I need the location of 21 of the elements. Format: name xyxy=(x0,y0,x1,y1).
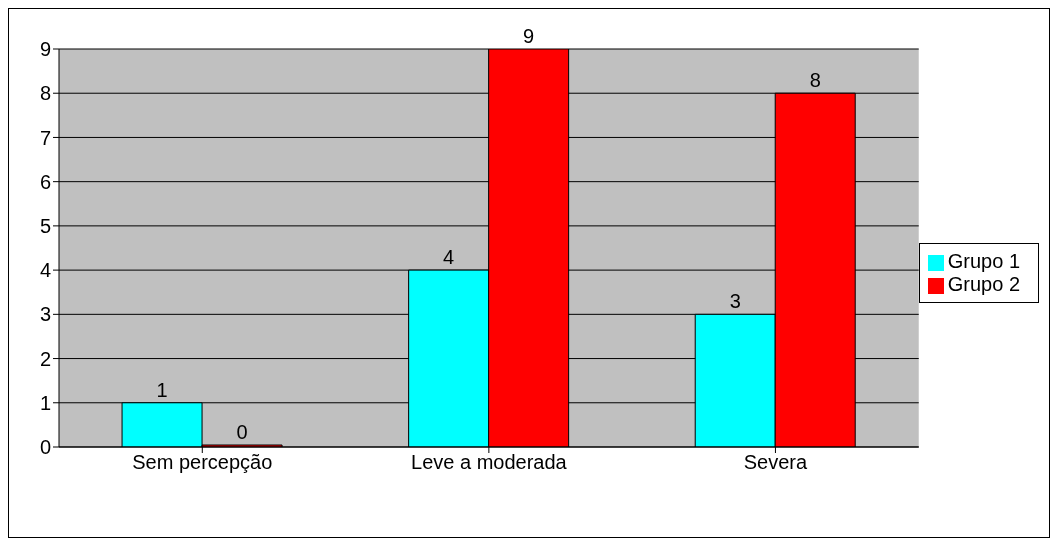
y-tick-label: 3 xyxy=(39,303,51,326)
data-label: 1 xyxy=(156,378,168,401)
legend-label: Grupo 2 xyxy=(947,273,1020,295)
y-tick-label: 8 xyxy=(39,82,51,105)
x-tick-label: Sem percepção xyxy=(132,451,273,474)
data-label: 3 xyxy=(729,290,741,313)
y-tick-label: 5 xyxy=(39,214,51,237)
data-label: 0 xyxy=(236,421,248,443)
y-tick-label: 0 xyxy=(39,436,51,459)
y-tick-label: 6 xyxy=(39,170,51,193)
x-tick-label: Severa xyxy=(743,451,808,474)
data-label: 8 xyxy=(809,69,821,92)
data-label: 9 xyxy=(523,25,535,47)
x-tick-label: Leve a moderada xyxy=(411,451,568,474)
data-label: 4 xyxy=(443,246,455,269)
legend-label: Grupo 1 xyxy=(947,250,1020,272)
y-tick-label: 4 xyxy=(39,259,51,282)
y-tick-label: 2 xyxy=(39,347,51,370)
y-tick-label: 1 xyxy=(39,391,51,414)
y-tick-label: 9 xyxy=(39,38,51,61)
y-tick-label: 7 xyxy=(39,126,51,149)
